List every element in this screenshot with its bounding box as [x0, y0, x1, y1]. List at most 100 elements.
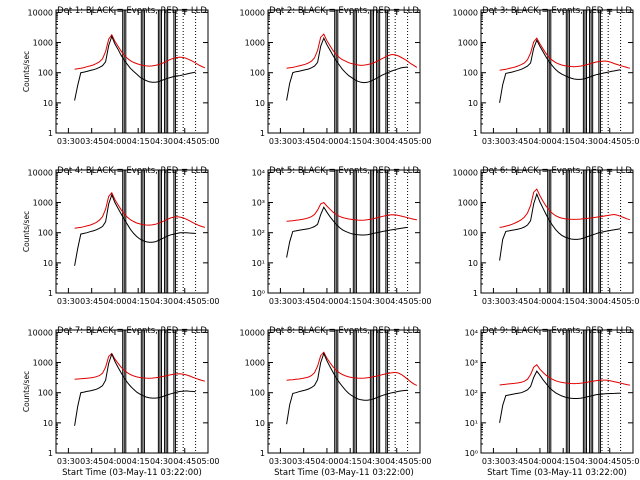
- panel-title: Det 2: BLACK = Events, RED = LLD: [269, 6, 419, 16]
- y-tick-label: 10: [468, 259, 478, 268]
- y-tick-label: 100: [38, 69, 53, 78]
- y-tick-label: 10000: [240, 328, 265, 337]
- x-tick-label: 04:45: [598, 457, 621, 466]
- y-tick-label: 1: [48, 129, 53, 138]
- panel-title: Det 6: BLACK = Events, RED = LLD: [482, 166, 632, 176]
- x-tick-label: 05:00: [196, 137, 219, 146]
- plot-frame: [267, 329, 421, 454]
- events-series-line: [74, 34, 196, 101]
- events-series-line: [286, 352, 408, 425]
- x-tick-label: 03:45: [80, 297, 103, 306]
- x-tick-label: 03:45: [80, 457, 103, 466]
- y-tick-label: 100: [38, 389, 53, 398]
- x-tick-label: 04:15: [127, 137, 150, 146]
- y-tick-label: 100: [250, 69, 265, 78]
- events-series-line: [286, 36, 408, 101]
- y-tick-label: 1000: [245, 39, 265, 48]
- y-tick-label: 10000: [28, 168, 53, 177]
- y-tick-label: 1000: [458, 39, 478, 48]
- y-tick-label: 1000: [458, 199, 478, 208]
- y-tick-label: 10⁰: [252, 289, 265, 298]
- y-tick-label: 10000: [28, 8, 53, 17]
- x-tick-label: 03:30: [269, 137, 292, 146]
- plot-frame: [480, 329, 634, 454]
- x-tick-label: 04:30: [362, 457, 385, 466]
- x-axis-label: Start Time (03-May-11 03:22:00): [62, 468, 202, 478]
- y-tick-label: 10³: [252, 199, 265, 208]
- x-tick-label: 04:15: [339, 297, 362, 306]
- panel-title: Det 1: BLACK = Events, RED = LLD: [57, 6, 207, 16]
- x-tick-label: 05:00: [196, 457, 219, 466]
- panel-title: Det 5: BLACK = Events, RED = LLD: [269, 166, 419, 176]
- y-tick-label: 1: [260, 129, 265, 138]
- panel-title: Det 3: BLACK = Events, RED = LLD: [482, 6, 632, 16]
- y-tick-label: 1000: [33, 359, 53, 368]
- x-tick-label: 04:45: [173, 137, 196, 146]
- x-tick-label: 03:30: [57, 297, 80, 306]
- x-tick-label: 04:30: [575, 457, 598, 466]
- detector-panel-8: 1 10 100 1000 10000 03:30 03:45 04:00 04:15 04:30…: [240, 326, 432, 478]
- lld-series-line: [286, 33, 418, 69]
- events-series-line: [499, 370, 621, 423]
- y-tick-label: 10000: [28, 328, 53, 337]
- y-tick-label: 10: [43, 99, 53, 108]
- x-tick-label: 03:30: [482, 137, 505, 146]
- x-tick-label: 03:30: [269, 297, 292, 306]
- x-tick-label: 04:00: [315, 457, 338, 466]
- panel-title: Det 9: BLACK = Events, RED = LLD: [482, 326, 632, 336]
- y-tick-label: 10²: [465, 389, 478, 398]
- y-tick-label: 10¹: [465, 419, 478, 428]
- x-tick-label: 04:15: [339, 457, 362, 466]
- plot-frame: [55, 9, 209, 134]
- y-tick-label: 10: [255, 419, 265, 428]
- panel-title: Det 8: BLACK = Events, RED = LLD: [269, 326, 419, 336]
- panel-title: Det 4: BLACK = Events, RED = LLD: [57, 166, 207, 176]
- x-tick-label: 04:45: [385, 137, 408, 146]
- x-tick-label: 05:00: [196, 297, 219, 306]
- x-tick-label: 03:30: [57, 137, 80, 146]
- y-tick-label: 10⁴: [252, 168, 265, 177]
- detector-panel-7: 1 10 100 1000 10000 03:30 03:45 04:00 04:15 04:30…: [22, 326, 220, 478]
- x-tick-label: 04:15: [127, 297, 150, 306]
- y-tick-label: 10⁰: [465, 449, 478, 458]
- x-tick-label: 04:00: [315, 137, 338, 146]
- x-tick-label: 03:30: [269, 457, 292, 466]
- x-tick-label: 04:30: [150, 297, 173, 306]
- x-axis-label: Start Time (03-May-11 03:22:00): [274, 468, 414, 478]
- y-tick-label: 1000: [33, 39, 53, 48]
- plot-frame: [267, 169, 421, 294]
- x-tick-label: 04:45: [598, 137, 621, 146]
- y-tick-label: 1: [260, 449, 265, 458]
- y-tick-label: 1: [48, 449, 53, 458]
- detector-panel-1: 1 10 100 1000 10000 03:30 03:45 04:00 04:15 04:30…: [22, 6, 220, 146]
- x-tick-label: 04:30: [362, 137, 385, 146]
- x-tick-label: 04:45: [173, 297, 196, 306]
- x-tick-label: 04:45: [173, 457, 196, 466]
- y-tick-label: 1: [48, 289, 53, 298]
- y-tick-label: 100: [38, 229, 53, 238]
- events-series-line: [286, 206, 408, 258]
- x-tick-label: 05:00: [408, 137, 431, 146]
- y-tick-label: 10¹: [252, 259, 265, 268]
- x-tick-label: 04:15: [552, 137, 575, 146]
- plot-frame: [480, 9, 634, 134]
- detector-panel-2: 1 10 100 1000 10000 03:30 03:45 04:00 04:15 04:30…: [240, 6, 432, 146]
- events-series-line: [74, 193, 196, 266]
- x-tick-label: 04:00: [528, 297, 551, 306]
- x-tick-label: 04:00: [528, 457, 551, 466]
- x-tick-label: 03:45: [292, 137, 315, 146]
- plot-frame: [55, 169, 209, 294]
- detector-panel-9: 10⁰ 10¹ 10² 10³ 10⁴ 03:30 03:45 04:00 04:15 04:30…: [465, 326, 640, 478]
- x-tick-label: 03:45: [505, 137, 528, 146]
- x-tick-label: 03:45: [505, 457, 528, 466]
- detector-panel-5: 10⁰ 10¹ 10² 10³ 10⁴ 03:30 03:45 04:00 04:15 04:30…: [252, 166, 432, 306]
- x-tick-label: 04:15: [127, 457, 150, 466]
- events-series-line: [499, 38, 621, 103]
- x-tick-label: 04:00: [528, 137, 551, 146]
- lld-series-line: [499, 37, 631, 71]
- x-tick-label: 04:30: [575, 137, 598, 146]
- y-tick-label: 10: [468, 99, 478, 108]
- x-tick-label: 04:45: [385, 297, 408, 306]
- x-tick-label: 03:30: [57, 457, 80, 466]
- y-tick-label: 10: [255, 99, 265, 108]
